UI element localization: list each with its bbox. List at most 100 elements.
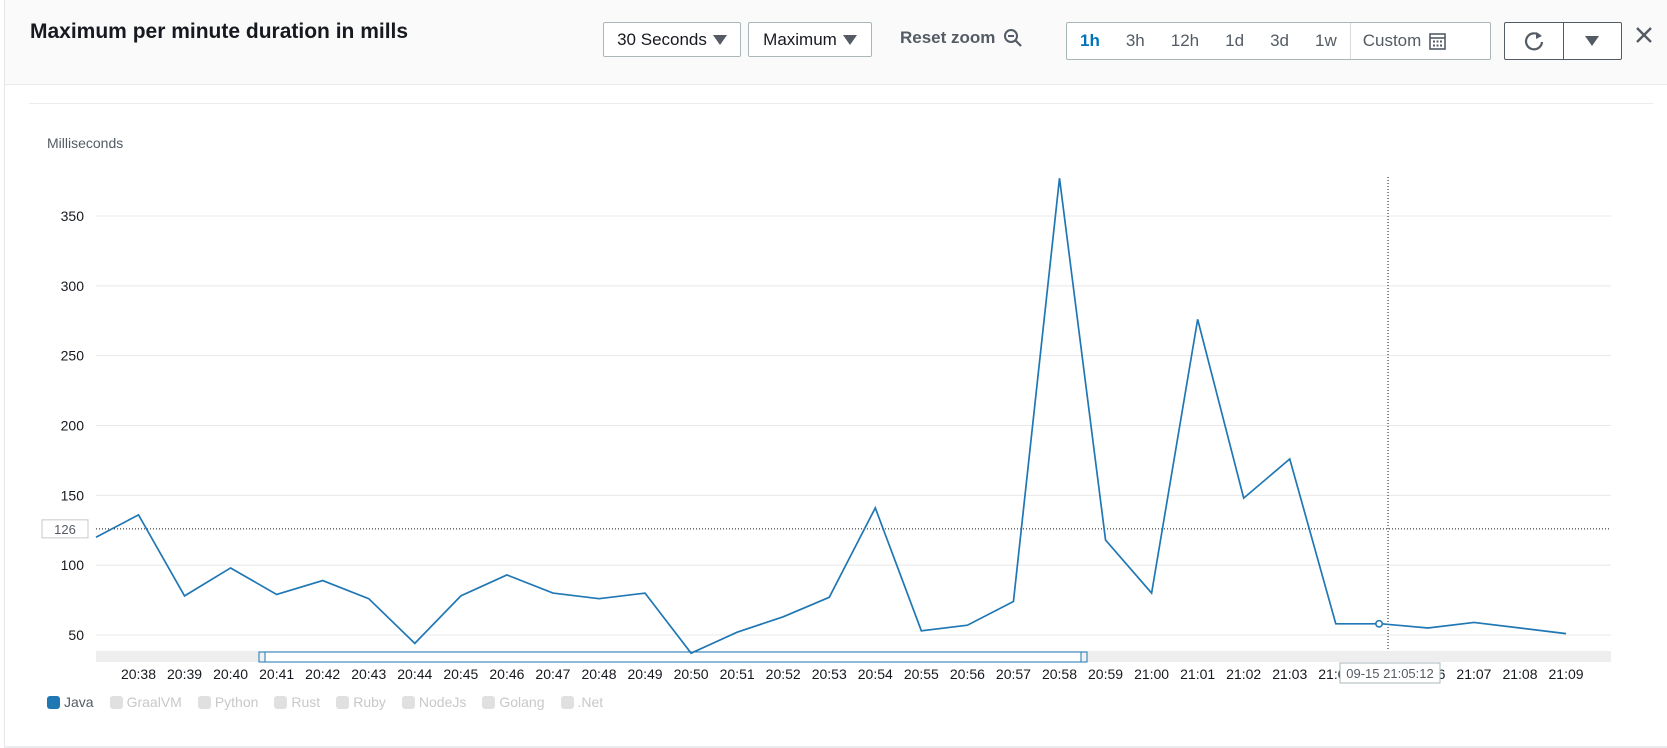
y-tick-label: 300 xyxy=(61,278,85,294)
calendar-icon xyxy=(1429,32,1447,50)
zoom-handle-right[interactable] xyxy=(1080,651,1088,663)
crosshair-time-value: 09-15 21:05:12 xyxy=(1346,666,1433,681)
range-1w[interactable]: 1w xyxy=(1314,31,1337,50)
zoom-handle-left[interactable] xyxy=(258,651,266,663)
close-button[interactable] xyxy=(1631,22,1657,48)
legend-swatch xyxy=(336,695,350,709)
series-line-java[interactable] xyxy=(95,178,1567,655)
x-tick-label: 20:38 xyxy=(121,666,156,682)
caret-down-icon xyxy=(712,34,727,45)
zoom-range-selector[interactable] xyxy=(259,651,1088,663)
range-custom-label: Custom xyxy=(1362,31,1422,50)
y-axis-label: Milliseconds xyxy=(47,135,123,151)
time-range-group: 1h 3h 12h 1d 3d 1w Custom xyxy=(1066,22,1491,60)
x-tick-label: 20:52 xyxy=(766,666,801,682)
statistic-select[interactable]: Maximum xyxy=(748,22,872,57)
statistic-select-label: Maximum xyxy=(763,29,837,49)
legend-label: NodeJs xyxy=(418,694,467,710)
legend-item-nodejs[interactable]: NodeJs xyxy=(401,694,467,710)
widget-header: Maximum per minute duration in mills 30 … xyxy=(5,0,1667,85)
legend-label: Rust xyxy=(291,694,321,710)
x-tick-label: 20:41 xyxy=(259,666,294,682)
legend-swatch xyxy=(482,695,496,709)
x-tick-label: 20:44 xyxy=(397,666,432,682)
range-3d[interactable]: 3d xyxy=(1270,31,1289,50)
legend-label: Golang xyxy=(499,694,545,710)
x-tick-label: 21:00 xyxy=(1134,666,1169,682)
header-divider xyxy=(29,103,1653,104)
legend: Java GraalVM Python Rust Ruby NodeJs Gol… xyxy=(47,694,603,710)
range-12h[interactable]: 12h xyxy=(1170,31,1200,50)
x-tick-label: 20:56 xyxy=(950,666,985,682)
x-tick-label: 20:40 xyxy=(213,666,248,682)
period-select-label: 30 Seconds xyxy=(617,29,707,49)
y-tick-label: 150 xyxy=(61,487,85,503)
legend-swatch xyxy=(47,695,60,709)
reset-zoom-button[interactable]: Reset zoom xyxy=(900,28,1023,48)
x-tick-label: 20:39 xyxy=(167,666,202,682)
y-tick-label: 350 xyxy=(61,208,85,224)
x-tick-label: 20:43 xyxy=(351,666,386,682)
x-tick-label: 20:57 xyxy=(996,666,1031,682)
zoom-out-icon xyxy=(1004,29,1023,47)
x-tick-label: 20:47 xyxy=(535,666,570,682)
widget-title: Maximum per minute duration in mills xyxy=(30,20,409,43)
widget-panel: Maximum per minute duration in mills 30 … xyxy=(4,0,1667,746)
legend-item-graalvm[interactable]: GraalVM xyxy=(109,694,182,710)
y-tick-label: 250 xyxy=(61,348,85,364)
legend-label: .Net xyxy=(577,694,604,710)
x-tick-label: 21:07 xyxy=(1456,666,1491,682)
legend-item-python[interactable]: Python xyxy=(197,694,259,710)
legend-item-java[interactable]: Java xyxy=(47,694,94,710)
x-tick-label: 20:46 xyxy=(489,666,524,682)
legend-label: Java xyxy=(64,694,94,710)
legend-swatch xyxy=(560,695,574,709)
legend-item-ruby[interactable]: Ruby xyxy=(336,694,386,710)
range-custom-button[interactable]: Custom xyxy=(1349,23,1459,59)
refresh-icon xyxy=(1524,32,1543,51)
refresh-button[interactable] xyxy=(1505,23,1564,59)
line-chart[interactable]: Milliseconds 50 100 150 200 250 300 350 20:38 20:… xyxy=(0,0,1667,690)
legend-swatch xyxy=(109,695,123,709)
range-1d[interactable]: 1d xyxy=(1225,31,1245,50)
legend-label: GraalVM xyxy=(126,694,182,710)
x-tick-label: 20:53 xyxy=(812,666,847,682)
x-tick-label: 20:54 xyxy=(858,666,893,682)
x-tick-label: 21:03 xyxy=(1272,666,1307,682)
x-tick-label: 21:08 xyxy=(1502,666,1537,682)
x-tick-label: 20:48 xyxy=(581,666,616,682)
y-tick-label: 50 xyxy=(68,627,84,643)
x-tick-label: 21:01 xyxy=(1180,666,1215,682)
legend-item-dotnet[interactable]: .Net xyxy=(560,694,604,710)
reset-zoom-label: Reset zoom xyxy=(900,28,996,47)
caret-down-icon xyxy=(1585,36,1600,46)
refresh-options-button[interactable] xyxy=(1564,23,1622,59)
legend-swatch xyxy=(401,695,415,709)
legend-label: Python xyxy=(214,694,259,710)
x-tick-label: 20:59 xyxy=(1088,666,1123,682)
close-icon xyxy=(1636,27,1652,43)
x-tick-label: 20:55 xyxy=(904,666,939,682)
hover-point xyxy=(1375,619,1384,628)
x-tick-label: 20:50 xyxy=(674,666,709,682)
legend-swatch xyxy=(274,695,288,709)
x-tick-label: 21:02 xyxy=(1226,666,1261,682)
legend-label: Ruby xyxy=(353,694,386,710)
legend-item-rust[interactable]: Rust xyxy=(274,694,320,710)
crosshair-time-badge xyxy=(1339,662,1441,684)
crosshair-y-value: 126 xyxy=(54,522,76,537)
x-tick-label: 21:09 xyxy=(1549,666,1584,682)
range-1h[interactable]: 1h xyxy=(1080,31,1100,50)
legend-item-golang[interactable]: Golang xyxy=(482,694,545,710)
caret-down-icon xyxy=(842,34,857,45)
legend-swatch xyxy=(197,695,211,709)
panel-bottom-border xyxy=(4,746,1667,748)
y-tick-label: 100 xyxy=(61,557,85,573)
x-tick-label: 20:49 xyxy=(628,666,663,682)
y-tick-label: 200 xyxy=(61,417,85,433)
range-3h[interactable]: 3h xyxy=(1125,31,1145,50)
refresh-group xyxy=(1504,22,1622,60)
x-tick-label: 20:42 xyxy=(305,666,340,682)
period-select[interactable]: 30 Seconds xyxy=(603,22,741,57)
x-tick-label: 20:45 xyxy=(443,666,478,682)
